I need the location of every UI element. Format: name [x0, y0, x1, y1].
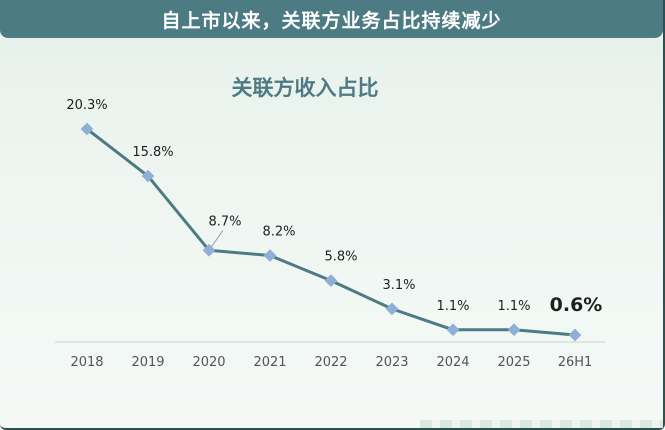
- data-point-marker: [568, 328, 582, 342]
- x-tick-label: 2018: [70, 355, 103, 370]
- data-label: 0.6%: [550, 294, 603, 316]
- data-point-marker: [507, 323, 521, 337]
- x-tick-label: 2025: [497, 355, 530, 370]
- decorative-strip: [420, 420, 663, 428]
- chart-title: 关联方收入占比: [231, 76, 379, 100]
- label-leader-line: [210, 230, 224, 248]
- data-point-marker: [263, 249, 277, 262]
- data-label: 20.3%: [66, 98, 107, 113]
- header-title: 自上市以来，关联方业务占比持续减少: [161, 9, 502, 32]
- data-label: 5.8%: [324, 250, 357, 265]
- x-tick-label: 2023: [375, 355, 408, 370]
- data-label: 15.8%: [132, 145, 173, 160]
- x-tick-label: 2024: [436, 355, 469, 370]
- data-label: 8.2%: [262, 225, 295, 240]
- x-tick-label: 26H1: [558, 355, 593, 370]
- data-label: 1.1%: [436, 299, 469, 314]
- x-tick-label: 2019: [131, 355, 164, 370]
- data-point-marker: [202, 243, 216, 257]
- data-point-marker: [446, 323, 460, 337]
- x-tick-label: 2020: [192, 355, 225, 370]
- data-point-marker: [385, 302, 399, 316]
- data-point-marker: [141, 169, 155, 183]
- data-point-marker: [324, 274, 338, 287]
- x-tick-label: 2022: [314, 355, 347, 370]
- data-label: 3.1%: [382, 278, 415, 293]
- x-tick-label: 2021: [253, 355, 286, 370]
- data-label: 1.1%: [497, 299, 530, 314]
- header-banner: 自上市以来，关联方业务占比持续减少: [0, 0, 663, 38]
- data-label: 8.7%: [208, 214, 241, 229]
